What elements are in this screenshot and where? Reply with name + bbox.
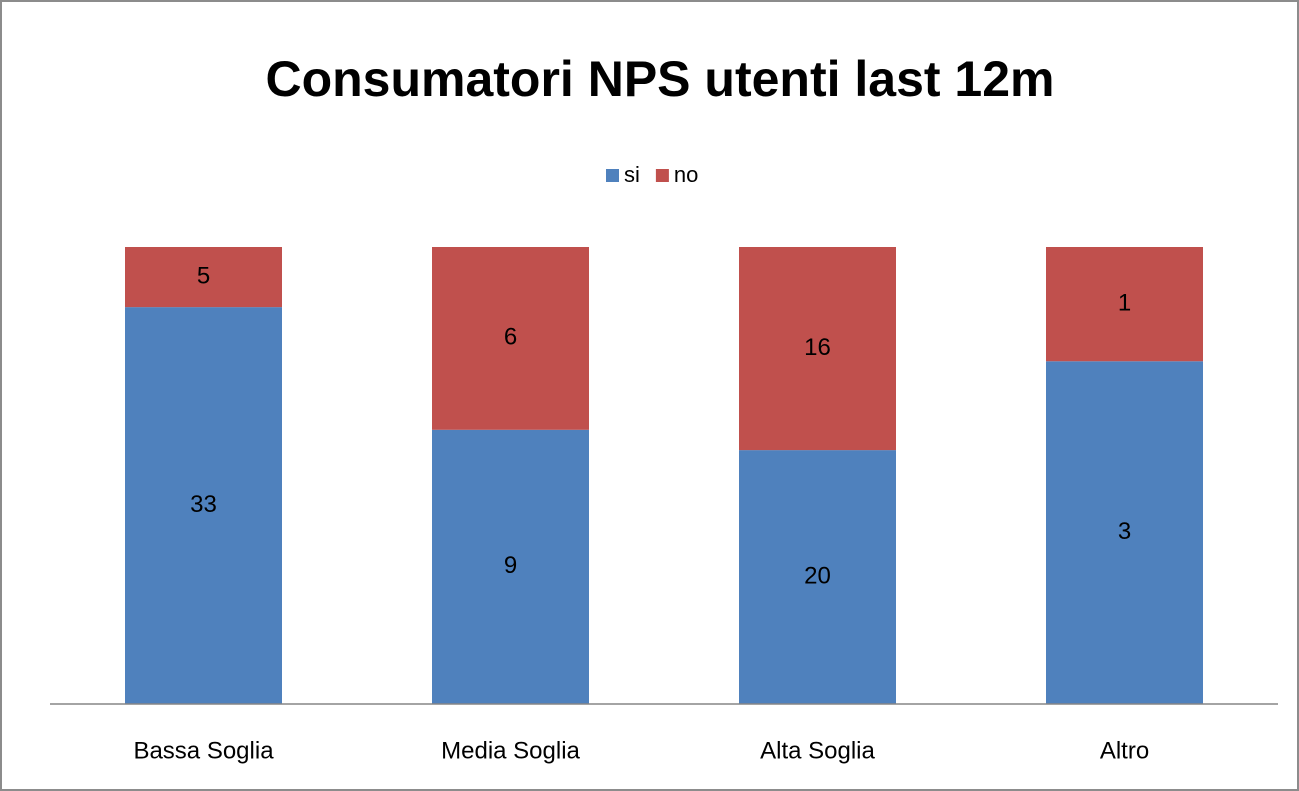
data-label: 5 xyxy=(197,262,210,289)
x-tick-label: Altro xyxy=(1100,737,1149,764)
bar-segment xyxy=(432,429,589,704)
data-label: 6 xyxy=(504,324,517,351)
data-label: 16 xyxy=(804,334,831,361)
bar-segment xyxy=(125,307,282,704)
data-label: 1 xyxy=(1118,289,1131,316)
bar-segment xyxy=(739,450,896,704)
legend-label: si xyxy=(624,162,640,187)
bar-segment xyxy=(1046,247,1203,362)
data-label: 33 xyxy=(190,491,217,518)
x-tick-label: Media Soglia xyxy=(441,737,580,764)
bar-segment xyxy=(1046,361,1203,704)
x-tick-label: Bassa Soglia xyxy=(133,737,274,764)
data-label: 3 xyxy=(1118,518,1131,545)
bar-segment xyxy=(432,247,589,430)
legend-swatch xyxy=(655,169,669,182)
bar-segment xyxy=(739,247,896,451)
legend-swatch xyxy=(606,169,619,182)
bar-segment xyxy=(125,247,282,308)
data-label: 20 xyxy=(804,562,831,589)
legend-label: no xyxy=(674,162,698,187)
data-label: 9 xyxy=(504,552,517,579)
x-tick-label: Alta Soglia xyxy=(760,737,875,764)
chart-title: Consumatori NPS utenti last 12m xyxy=(265,51,1054,107)
